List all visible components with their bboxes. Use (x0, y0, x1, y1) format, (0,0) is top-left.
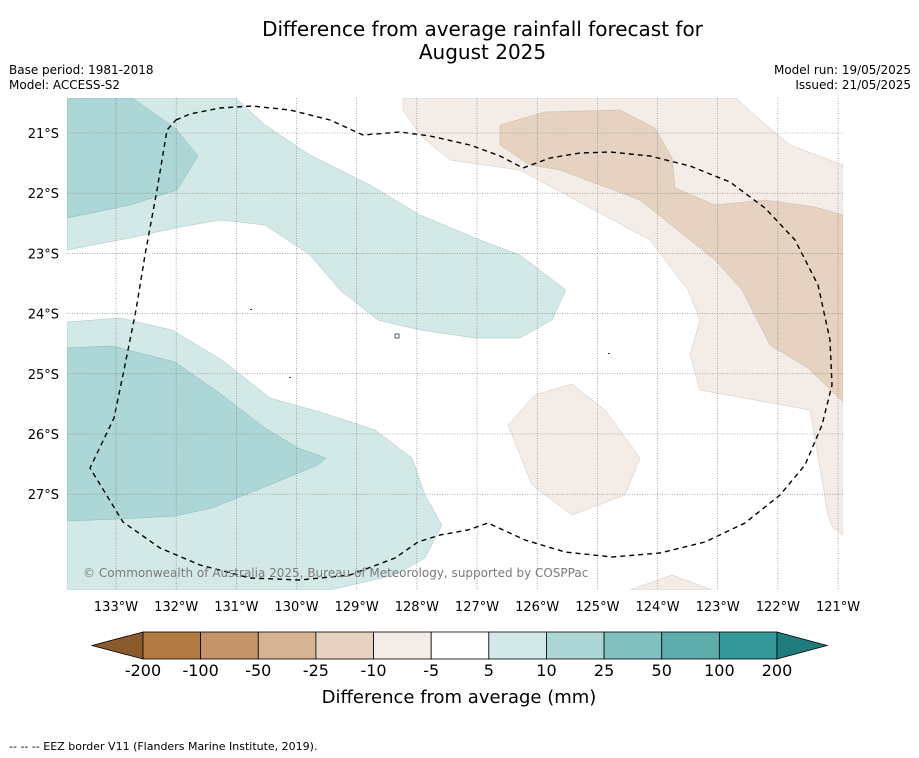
colorbar-tick-label: 25 (594, 661, 614, 680)
colorbar-extend-low (90, 631, 144, 660)
longitude-label: 125°W (575, 600, 619, 615)
contour-below-average-light-edge (629, 574, 713, 590)
colorbar-segment (315, 631, 374, 660)
metadata-right: Model run: 19/05/2025 Issued: 21/05/2025 (774, 63, 911, 93)
contour-above-average-medium-south (67, 345, 327, 522)
colorbar-segment (373, 631, 432, 660)
metadata-left: Base period: 1981-2018 Model: ACCESS-S2 (9, 63, 154, 93)
longitude-label: 131°W (214, 600, 258, 615)
colorbar-tick-label: -200 (125, 661, 161, 680)
colorbar: -200 -100 -50 -25 -10 -5 5 10 25 50 100 200 (90, 631, 829, 680)
eez-footnote: -- -- -- EEZ border V11 (Flanders Marine… (9, 740, 318, 753)
colorbar-segment (546, 631, 605, 660)
latitude-label: 25°S (28, 368, 59, 383)
copyright-notice: © Commonwealth of Australia 2025, Bureau… (83, 566, 588, 580)
colorbar-segment (488, 631, 547, 660)
colorbar-segment (661, 631, 720, 660)
title-line-2: August 2025 (418, 40, 547, 64)
colorbar-title: Difference from average (mm) (322, 687, 597, 708)
latitude-label: 21°S (28, 127, 59, 142)
longitude-label: 132°W (154, 600, 198, 615)
model-name: Model: ACCESS-S2 (9, 78, 121, 92)
colorbar-tick-label: -5 (423, 661, 439, 680)
latitude-label: 22°S (28, 187, 59, 202)
longitude-label: 127°W (455, 600, 499, 615)
colorbar-tick-label: -50 (245, 661, 271, 680)
model-run: Model run: 19/05/2025 (773, 63, 911, 77)
latitude-label: 24°S (28, 308, 59, 323)
colorbar-tick-label: -10 (360, 661, 386, 680)
graticule (67, 98, 843, 590)
latitude-label: 27°S (28, 488, 59, 503)
issued-date: Issued: 21/05/2025 (795, 78, 911, 92)
colorbar-tick-label: 10 (536, 661, 556, 680)
contour-below-average-light-south (507, 383, 641, 516)
latitude-labels: 21°S 22°S 23°S 24°S 25°S 26°S 27°S (28, 127, 59, 503)
colorbar-tick-label: 5 (484, 661, 494, 680)
longitude-label: 121°W (816, 600, 860, 615)
colorbar-segment (718, 631, 778, 660)
longitude-label: 122°W (756, 600, 800, 615)
colorbar-tick-label: -25 (303, 661, 329, 680)
base-period: Base period: 1981-2018 (9, 63, 154, 77)
longitude-label: 130°W (274, 600, 318, 615)
latitude-label: 26°S (28, 428, 59, 443)
longitude-label: 129°W (335, 600, 379, 615)
contour-above-average-medium-north (67, 98, 199, 219)
colorbar-segment (142, 631, 202, 660)
eez-border (89, 105, 833, 581)
colorbar-segment (257, 631, 317, 660)
longitude-label: 133°W (94, 600, 138, 615)
longitude-labels: 133°W 132°W 131°W 130°W 129°W 128°W 127°W 126°W… (94, 600, 860, 615)
longitude-label: 124°W (635, 600, 679, 615)
colorbar-tick-label: 200 (762, 661, 793, 680)
colorbar-tick-label: 100 (704, 661, 735, 680)
colorbar-segment (603, 631, 663, 660)
map-title: Difference from average rainfall forecas… (0, 18, 919, 64)
colorbar-segment (430, 631, 490, 660)
colorbar-segment (200, 631, 259, 660)
latitude-label: 23°S (28, 247, 59, 262)
rainfall-anomaly-contours (67, 98, 843, 590)
colorbar-extend-high (776, 631, 829, 660)
longitude-label: 126°W (515, 600, 559, 615)
colorbar-tick-label: 50 (652, 661, 672, 680)
colorbar-tick-label: -100 (182, 661, 218, 680)
longitude-label: 128°W (395, 600, 439, 615)
longitude-label: 123°W (696, 600, 740, 615)
title-line-1: Difference from average rainfall forecas… (262, 17, 703, 41)
